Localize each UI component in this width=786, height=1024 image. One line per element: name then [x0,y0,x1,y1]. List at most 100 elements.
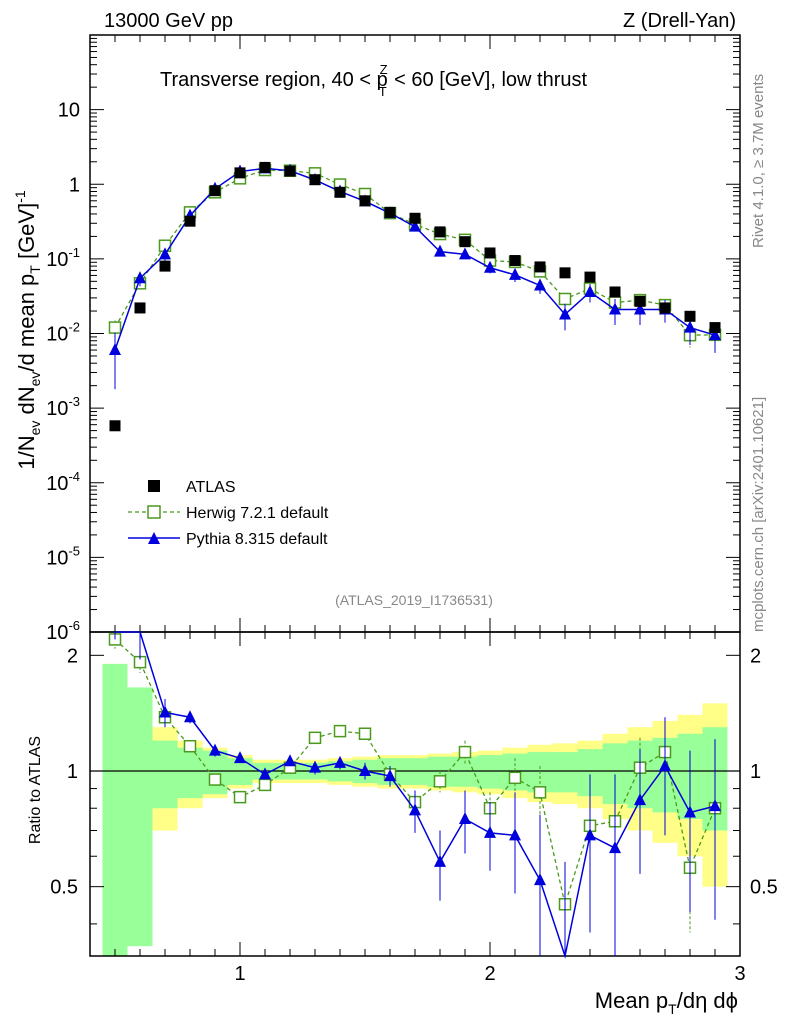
pythia-point [109,343,121,356]
herwig-ratio-point [208,773,222,786]
pythia-ratio-point [259,767,271,780]
atlas-point [259,161,271,173]
main-y-tick-label: 10-2 [46,320,80,346]
main-y-tick-label: 1 [69,174,80,196]
band-inner-bin [552,752,578,793]
ratio-y-tick-label-left: 1 [67,761,78,783]
atlas-point [334,186,346,198]
pythia-ratio-point [634,793,646,806]
pythia-point [709,328,721,341]
region-title-text: Transverse region, 40 < p [160,69,388,91]
atlas-point [359,195,371,207]
legend-herwig-label: Herwig 7.2.1 default [186,505,329,522]
atlas-point [584,271,596,283]
pythia-point [409,219,421,232]
ratio-y-tick-label-right: 0.5 [750,877,778,899]
herwig-ratio-point [258,778,272,792]
pythia-point [584,284,596,297]
herwig-ratio-point [433,775,447,788]
pythia-point [509,267,521,280]
pythia-point [609,302,621,315]
pythia-ratio-point [434,854,446,867]
pythia-ratio-point [159,705,171,718]
ratio-y-tick-label-right: 2 [750,645,761,667]
atlas-point [459,236,471,248]
ratio-y-tick-labels: 0.5 0.5 1 1 2 2 [50,645,778,898]
pythia-point [559,307,571,320]
pythia-point [134,271,146,284]
atlas-point [284,165,296,177]
herwig-ratio-point [233,790,247,804]
atlas-point [609,286,621,298]
pythia-ratio-point [359,763,371,776]
region-title-tail: < 60 [GeV], low thrust [389,69,588,91]
pythia-ratio-point [309,760,321,773]
pythia-point [159,247,171,260]
legend-pythia-marker [148,532,160,544]
pythia-ratio-point [709,799,721,812]
pythia-ratio-point [184,710,196,723]
atlas-point [134,302,146,314]
band-inner-bin [477,755,503,789]
legend-pythia-label: Pythia 8.315 default [186,531,328,548]
atlas-point [434,226,446,238]
main-y-tick-label: 10 [58,100,80,122]
region-title: Transverse region, 40 < p TZ < 60 [GeV], … [160,62,587,99]
atlas-point [559,267,571,279]
atlas-point [709,322,721,334]
x-tick-labels: 1 2 3 [234,963,745,985]
pythia-ratio-point [659,759,671,772]
pythia-ratio-point [209,743,221,756]
legend-atlas-marker [148,480,160,492]
herwig-ratio-point [533,786,547,799]
pythia-point [634,302,646,315]
pythia-line [114,167,716,351]
pythia-point [459,247,471,260]
band-inner-bin [102,663,128,956]
x-tick-label: 3 [734,963,745,985]
atlas-point [634,295,646,307]
atlas-point [509,255,521,267]
main-y-axis-label: 1/Nev dNev/d mean pT [GeV]-1 [12,190,43,470]
pythia-ratio-point [459,811,471,824]
main-y-tick-label: 10-4 [46,469,80,495]
atlas-point [109,420,121,432]
herwig-line [114,169,716,336]
band-inner-bin [202,750,228,795]
herwig-ratio-point [358,727,372,741]
herwig-point [108,321,122,334]
pythia-ratio-point [409,803,421,816]
ratio-y-axis-label: Ratio to ATLAS [27,736,44,844]
rivet-version-label: Rivet 4.1.0, ≥ 3.7M events [750,74,767,248]
atlas-point [684,310,696,322]
herwig-ratio-point [308,731,322,745]
legend-atlas-label: ATLAS [186,479,236,496]
pythia-point [534,278,546,291]
pythia-ratio-point [284,754,296,767]
pythia-ratio-point [509,828,521,841]
ratio-y-tick-label-left: 2 [67,645,78,667]
pythia-point [434,244,446,257]
herwig-ratio-point [508,771,522,785]
pythia-ratio-point [534,873,546,886]
atlas-point [384,206,396,218]
atlas-point [309,174,321,186]
ratio-y-tick-label-right: 1 [750,761,761,783]
main-y-tick-labels: 10-6 10-5 10-4 10-3 10-2 10-1 1 10 [46,100,80,644]
herwig-ratio-point [183,739,197,753]
atlas-point [234,167,246,179]
pythia-ratio-point [609,841,621,854]
atlas-point [209,185,221,197]
band-inner-bin [127,687,153,947]
main-y-tick-label: 10-1 [46,245,80,271]
herwig-ratio-point [458,745,472,759]
main-y-tick-label: 10-3 [46,394,80,420]
atlas-point [184,215,196,227]
ratio-y-tick-label-left: 0.5 [50,877,78,899]
pythia-series [109,161,721,390]
energy-label: 13000 GeV pp [104,10,233,32]
pythia-ratio-point [484,825,496,838]
pythia-ratio-point [584,828,596,841]
atlas-point [159,260,171,272]
